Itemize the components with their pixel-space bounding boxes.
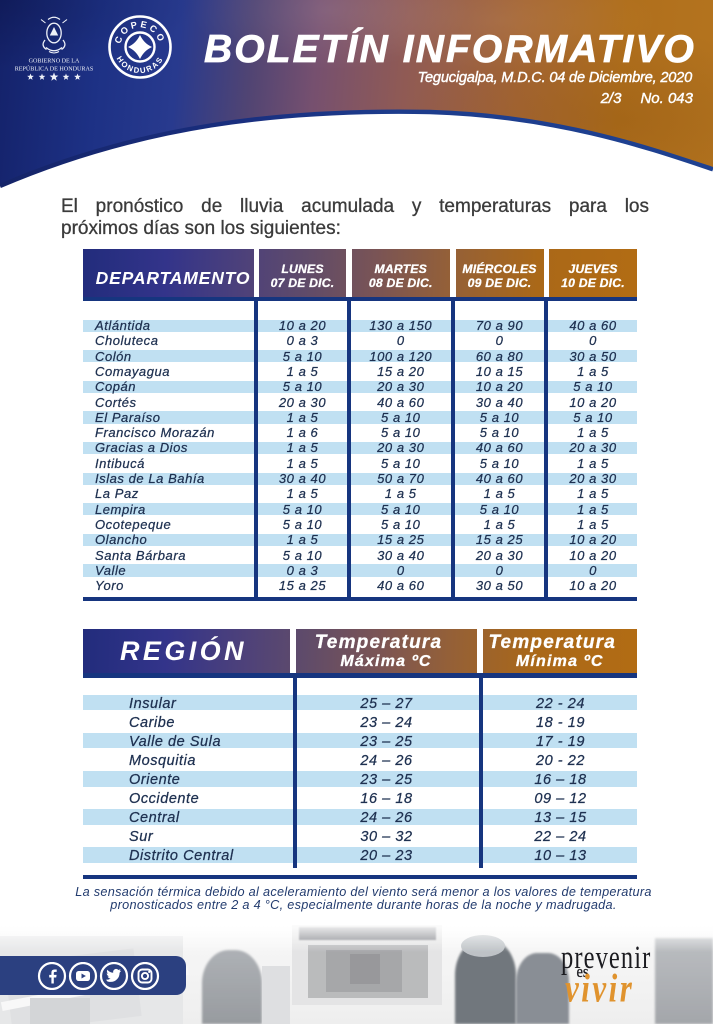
svg-text:REPÚBLICA DE HONDURAS: REPÚBLICA DE HONDURAS xyxy=(15,65,94,73)
svg-text:GOBIERNO DE LA: GOBIERNO DE LA xyxy=(29,59,80,65)
